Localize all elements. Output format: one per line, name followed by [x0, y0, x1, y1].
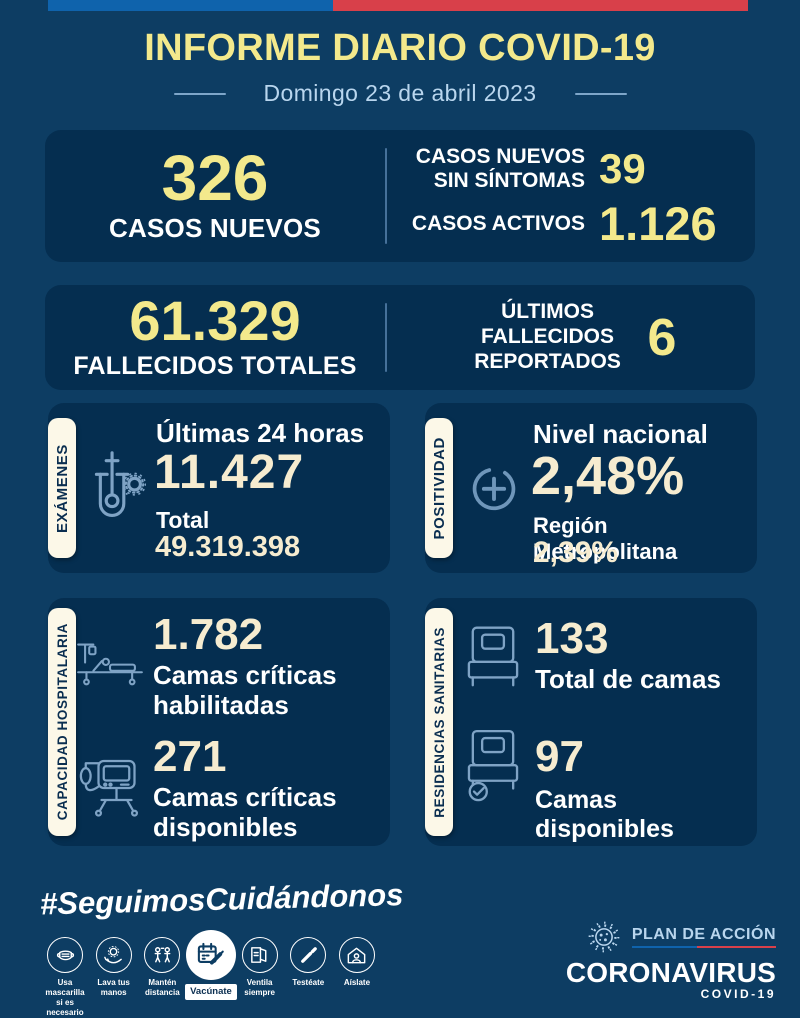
test-icon: [290, 937, 327, 973]
hospital-capacity-panel: CAPACIDAD HOSPITALARIA 1.782 Camas críti…: [48, 598, 390, 846]
region-positivity-value: 2,39%: [533, 536, 619, 569]
plan-label-wrap: PLAN DE ACCIÓN: [631, 925, 776, 949]
new-cases-panel: 326 CASOS NUEVOS CASOS NUEVOS SIN SÍNTOM…: [45, 130, 755, 262]
measure-label: Testéate: [292, 978, 325, 987]
plan-label: PLAN DE ACCIÓN: [631, 925, 776, 943]
tests-24h-value: 11.427: [154, 446, 305, 499]
ventilator-icon: [79, 759, 139, 817]
active-cases-value: 1.126: [599, 197, 717, 251]
measure-vaccinate: Vacúnate: [185, 930, 237, 1018]
bed-check-icon: [467, 729, 519, 802]
measure-label: Vacúnate: [185, 984, 237, 1000]
measure-label: Aíslate: [343, 978, 371, 987]
measure-distance: Mantén distancia: [138, 930, 186, 1018]
sanitary-residences-tab-label: RESIDENCIAS SANITARIAS: [431, 626, 447, 818]
panel-divider: [385, 148, 387, 244]
covid19-sub-label: COVID-19: [700, 987, 776, 1002]
sanitary-residences-tab: RESIDENCIAS SANITARIAS: [425, 608, 453, 836]
vaccinate-icon: [185, 930, 236, 980]
no-symptoms-row: CASOS NUEVOS SIN SÍNTOMAS 39: [405, 145, 739, 192]
campaign-hashtag: #SeguimosCuidándonos: [39, 877, 404, 922]
ventilate-icon: [241, 937, 278, 973]
positivity-tab-label: POSITIVIDAD: [430, 436, 448, 540]
tests-total-label: Total: [156, 507, 210, 533]
underline-blue: [631, 945, 697, 949]
recent-deaths-label: ÚLTIMOS FALLECIDOS REPORTADOS: [474, 300, 621, 373]
report-date: Domingo 23 de abril 2023: [263, 80, 537, 106]
page-title: INFORME DIARIO COVID-19: [144, 27, 656, 69]
active-cases-row: CASOS ACTIVOS 1.126: [405, 200, 739, 247]
positivity-panel: POSITIVIDAD Nivel nacional 2,48% Región …: [425, 403, 757, 573]
tests-tab: EXÁMENES: [48, 418, 76, 558]
bed-icon: [467, 626, 519, 687]
national-positivity-value: 2,48%: [531, 446, 685, 506]
total-deaths-label: FALLECIDOS TOTALES: [73, 352, 357, 381]
critical-beds-available-label: Camas críticas disponibles: [153, 782, 337, 843]
new-cases-main: 326 CASOS NUEVOS: [45, 130, 385, 262]
underline-red: [696, 945, 776, 949]
measure-mask: Usa mascarilla si es necesario: [41, 930, 89, 1018]
swab-test-icon: [94, 451, 146, 517]
distance-icon: [144, 937, 181, 973]
residences-available-beds-label: Camas disponibles: [535, 786, 674, 843]
residences-total-beds-value: 133: [535, 614, 609, 663]
residences-available-beds-value: 97: [535, 732, 584, 781]
mask-icon: [47, 937, 83, 973]
measure-test: Testéate: [284, 930, 332, 1018]
deaths-panel: 61.329 FALLECIDOS TOTALES ÚLTIMOS FALLEC…: [45, 285, 755, 390]
recent-deaths: ÚLTIMOS FALLECIDOS REPORTADOS 6: [405, 285, 739, 390]
hospital-capacity-tab-label: CAPACIDAD HOSPITALARIA: [54, 623, 70, 821]
measure-label: Ventila siempre: [244, 978, 275, 997]
measure-isolate: Aíslate: [333, 930, 381, 1018]
new-cases-label: CASOS NUEVOS: [109, 212, 321, 243]
positive-sign-icon: [472, 467, 516, 511]
sanitary-residences-panel: RESIDENCIAS SANITARIAS 133 Total de cama…: [425, 598, 757, 846]
no-symptoms-label: CASOS NUEVOS SIN SÍNTOMAS: [415, 144, 585, 192]
logo-top-row: PLAN DE ACCIÓN: [583, 916, 776, 958]
residences-total-beds-label: Total de camas: [535, 664, 721, 694]
region-positivity-label: Región Metropolitana: [533, 513, 678, 564]
new-cases-value: 326: [161, 142, 269, 215]
flag-stripe-blue: [48, 0, 333, 11]
hospital-capacity-tab: CAPACIDAD HOSPITALARIA: [48, 608, 76, 836]
date-dash-right: [574, 92, 627, 95]
date-dash-left: [173, 92, 226, 95]
hospital-bed-icon: [77, 643, 143, 686]
coronavirus-brand: CORONAVIRUS: [565, 957, 776, 988]
total-deaths-value: 61.329: [129, 288, 301, 352]
national-positivity-label: Nivel nacional: [533, 419, 708, 449]
critical-beds-available-value: 271: [153, 732, 227, 781]
tests-total-value: 49.319.398: [155, 531, 301, 563]
virus-icon: [588, 921, 620, 953]
critical-beds-enabled-label: Camas críticas habilitadas: [153, 660, 337, 721]
deaths-main: 61.329 FALLECIDOS TOTALES: [45, 285, 385, 390]
plan-accion-logo: PLAN DE ACCIÓN CORONAVIRUS COVID-19: [566, 916, 776, 1001]
tests-24h-label: Últimas 24 horas: [156, 418, 365, 448]
tests-tab-label: EXÁMENES: [53, 443, 71, 533]
wash-hands-icon: [95, 937, 132, 973]
active-cases-label: CASOS ACTIVOS: [411, 211, 585, 235]
new-cases-detail: CASOS NUEVOS SIN SÍNTOMAS 39 CASOS ACTIV…: [405, 130, 739, 262]
isolate-icon: [338, 937, 375, 973]
measure-label: Lava tus manos: [97, 978, 130, 997]
no-symptoms-value: 39: [599, 144, 646, 192]
plan-underline: [631, 945, 776, 949]
flag-stripe-red: [333, 0, 748, 11]
measure-wash-hands: Lava tus manos: [90, 930, 138, 1018]
report-date-row: Domingo 23 de abril 2023: [0, 80, 800, 107]
measure-label: Usa mascarilla si es necesario: [45, 978, 85, 1017]
critical-beds-enabled-value: 1.782: [153, 610, 264, 659]
tests-panel: EXÁMENES Últimas 24 horas 11.427 Total 4…: [48, 403, 390, 573]
positivity-tab: POSITIVIDAD: [425, 418, 453, 558]
panel-divider: [385, 303, 387, 372]
prevention-measures: Usa mascarilla si es necesario Lava tus …: [42, 930, 380, 1018]
recent-deaths-value: 6: [647, 308, 677, 367]
measure-ventilate: Ventila siempre: [236, 930, 284, 1018]
measure-label: Mantén distancia: [144, 978, 180, 997]
